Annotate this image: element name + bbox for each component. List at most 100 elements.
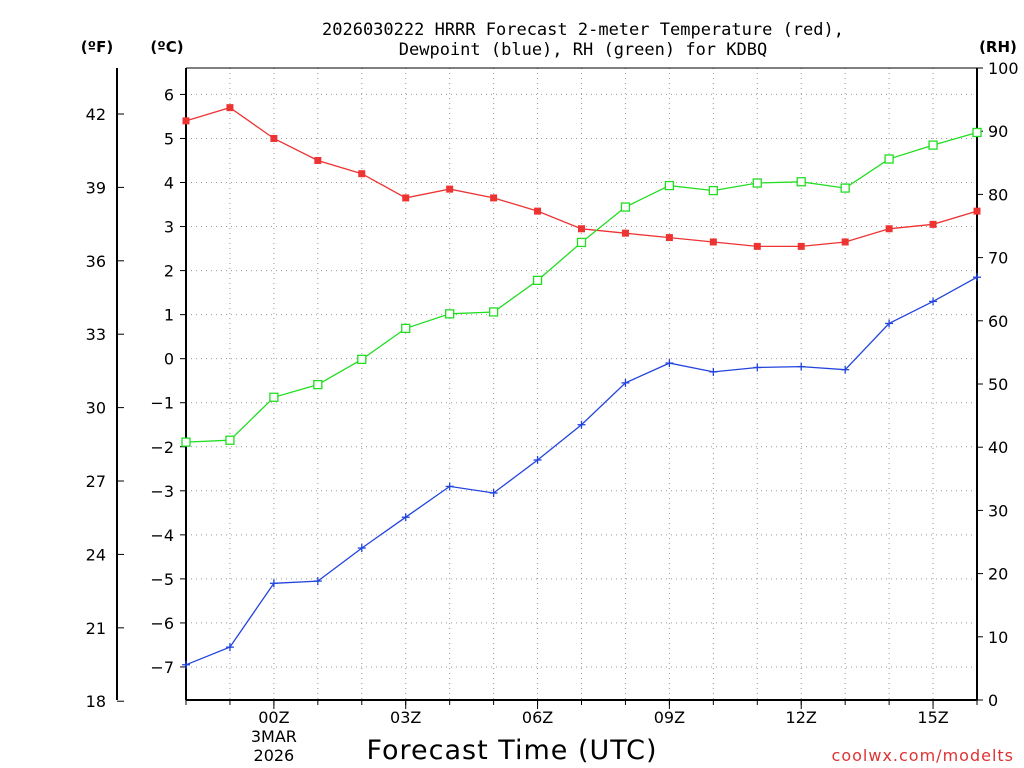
rh-tick-label: 80 (988, 185, 1008, 204)
rh-point (225, 435, 235, 445)
fahrenheit-tick-label: 33 (86, 325, 106, 344)
dewpoint-point (973, 273, 981, 282)
celsius-tick-label: 2 (164, 262, 174, 281)
temperature-point (358, 170, 366, 178)
fahrenheit-tick-label: 42 (86, 105, 106, 124)
temperature-point (841, 238, 849, 246)
celsius-tick-label: 5 (164, 129, 174, 148)
temperature-point (753, 242, 761, 250)
rh-tick-label: 0 (988, 691, 998, 710)
dewpoint-point (533, 455, 542, 464)
temperature-point (534, 207, 542, 215)
x-tick-date-label: 3MAR (251, 727, 297, 746)
rh-point (357, 354, 367, 365)
dewpoint-point (445, 482, 454, 491)
dewpoint-line (185, 276, 978, 666)
dewpoint-point (577, 420, 586, 429)
dewpoint-point (621, 378, 630, 387)
x-tick-label: 15Z (917, 708, 948, 727)
chart-title-line1: 2026030222 HRRR Forecast 2-meter Tempera… (322, 20, 844, 40)
x-tick-label: 03Z (390, 708, 421, 727)
fahrenheit-tick-label: 36 (86, 252, 106, 271)
celsius-tick-label: 3 (164, 218, 174, 237)
rh-point (488, 307, 499, 317)
x-tick-year-label: 2026 (254, 746, 295, 765)
chart-title-line2: Dewpoint (blue), RH (green) for KDBQ (399, 40, 767, 60)
rh-tick-label: 30 (988, 501, 1008, 520)
celsius-tick-label: −6 (150, 614, 174, 633)
temperature-point (885, 225, 893, 233)
watermark: coolwx.com/modelts (832, 746, 1014, 765)
temperature-point (797, 242, 805, 250)
dewpoint-point (182, 660, 190, 669)
temperature-point (446, 185, 454, 193)
temperature-point (709, 238, 717, 246)
rh-point (313, 379, 323, 390)
rh-unit-label: (RH) (979, 38, 1017, 56)
dewpoint-point (401, 513, 410, 522)
rh-point (401, 323, 411, 334)
rh-point (620, 202, 631, 212)
temperature-point (402, 194, 410, 202)
rh-tick-label: 20 (988, 565, 1008, 584)
series-rh (181, 127, 982, 447)
temperature-point (665, 234, 673, 242)
dewpoint-point (269, 579, 278, 588)
rh-point (796, 177, 806, 187)
celsius-tick-label: 0 (164, 350, 174, 369)
dewpoint-point (665, 359, 674, 368)
temperature-point (314, 156, 322, 164)
fahrenheit-unit-label: (ºF) (81, 38, 113, 56)
temperature-point (973, 207, 981, 215)
axes (116, 67, 978, 701)
temperature-point (490, 194, 498, 202)
celsius-tick-label: −5 (150, 570, 174, 589)
fahrenheit-tick-label: 24 (86, 545, 106, 564)
fahrenheit-tick-label: 21 (86, 619, 106, 638)
x-tick-label: 00Z (258, 708, 289, 727)
rh-point (269, 392, 279, 402)
celsius-unit-label: (ºC) (150, 38, 183, 56)
temperature-point (621, 229, 629, 237)
temperature-point (270, 134, 278, 142)
rh-tick-label: 40 (988, 438, 1008, 457)
fahrenheit-tick-label: 27 (86, 472, 106, 491)
grid-lines (186, 68, 977, 700)
rh-point (576, 237, 587, 248)
temperature-point (226, 104, 234, 112)
celsius-tick-label: −2 (150, 438, 174, 457)
series-temperature (182, 104, 981, 250)
x-tick-label: 06Z (522, 708, 553, 727)
rh-point (445, 309, 455, 319)
rh-tick-label: 90 (988, 122, 1008, 141)
dewpoint-point (225, 643, 234, 652)
x-tick-label: 12Z (786, 708, 817, 727)
rh-point (664, 180, 675, 191)
celsius-tick-label: −3 (150, 482, 174, 501)
rh-point (840, 183, 850, 193)
celsius-tick-label: −4 (150, 526, 174, 545)
celsius-tick-label: −1 (150, 394, 174, 413)
x-axis-label: Forecast Time (UTC) (366, 735, 657, 766)
celsius-tick-label: 1 (164, 306, 174, 325)
fahrenheit-tick-label: 39 (86, 178, 106, 197)
rh-point (532, 275, 543, 286)
fahrenheit-tick-label: 18 (86, 692, 106, 711)
dewpoint-point (929, 297, 938, 306)
dewpoint-point (709, 367, 718, 376)
celsius-tick-label: −7 (150, 658, 174, 677)
rh-point (972, 127, 982, 138)
celsius-tick-label: 4 (164, 174, 174, 193)
fahrenheit-tick-label: 30 (86, 399, 106, 418)
dewpoint-point (313, 577, 322, 586)
rh-tick-label: 10 (988, 628, 1008, 647)
temperature-point (578, 225, 585, 233)
temperature-point (929, 220, 937, 228)
dewpoint-point (841, 365, 850, 374)
dewpoint-point (753, 363, 762, 372)
rh-tick-label: 50 (988, 375, 1008, 394)
dewpoint-point (489, 489, 498, 498)
rh-point (708, 185, 718, 196)
rh-tick-label: 100 (988, 59, 1019, 78)
